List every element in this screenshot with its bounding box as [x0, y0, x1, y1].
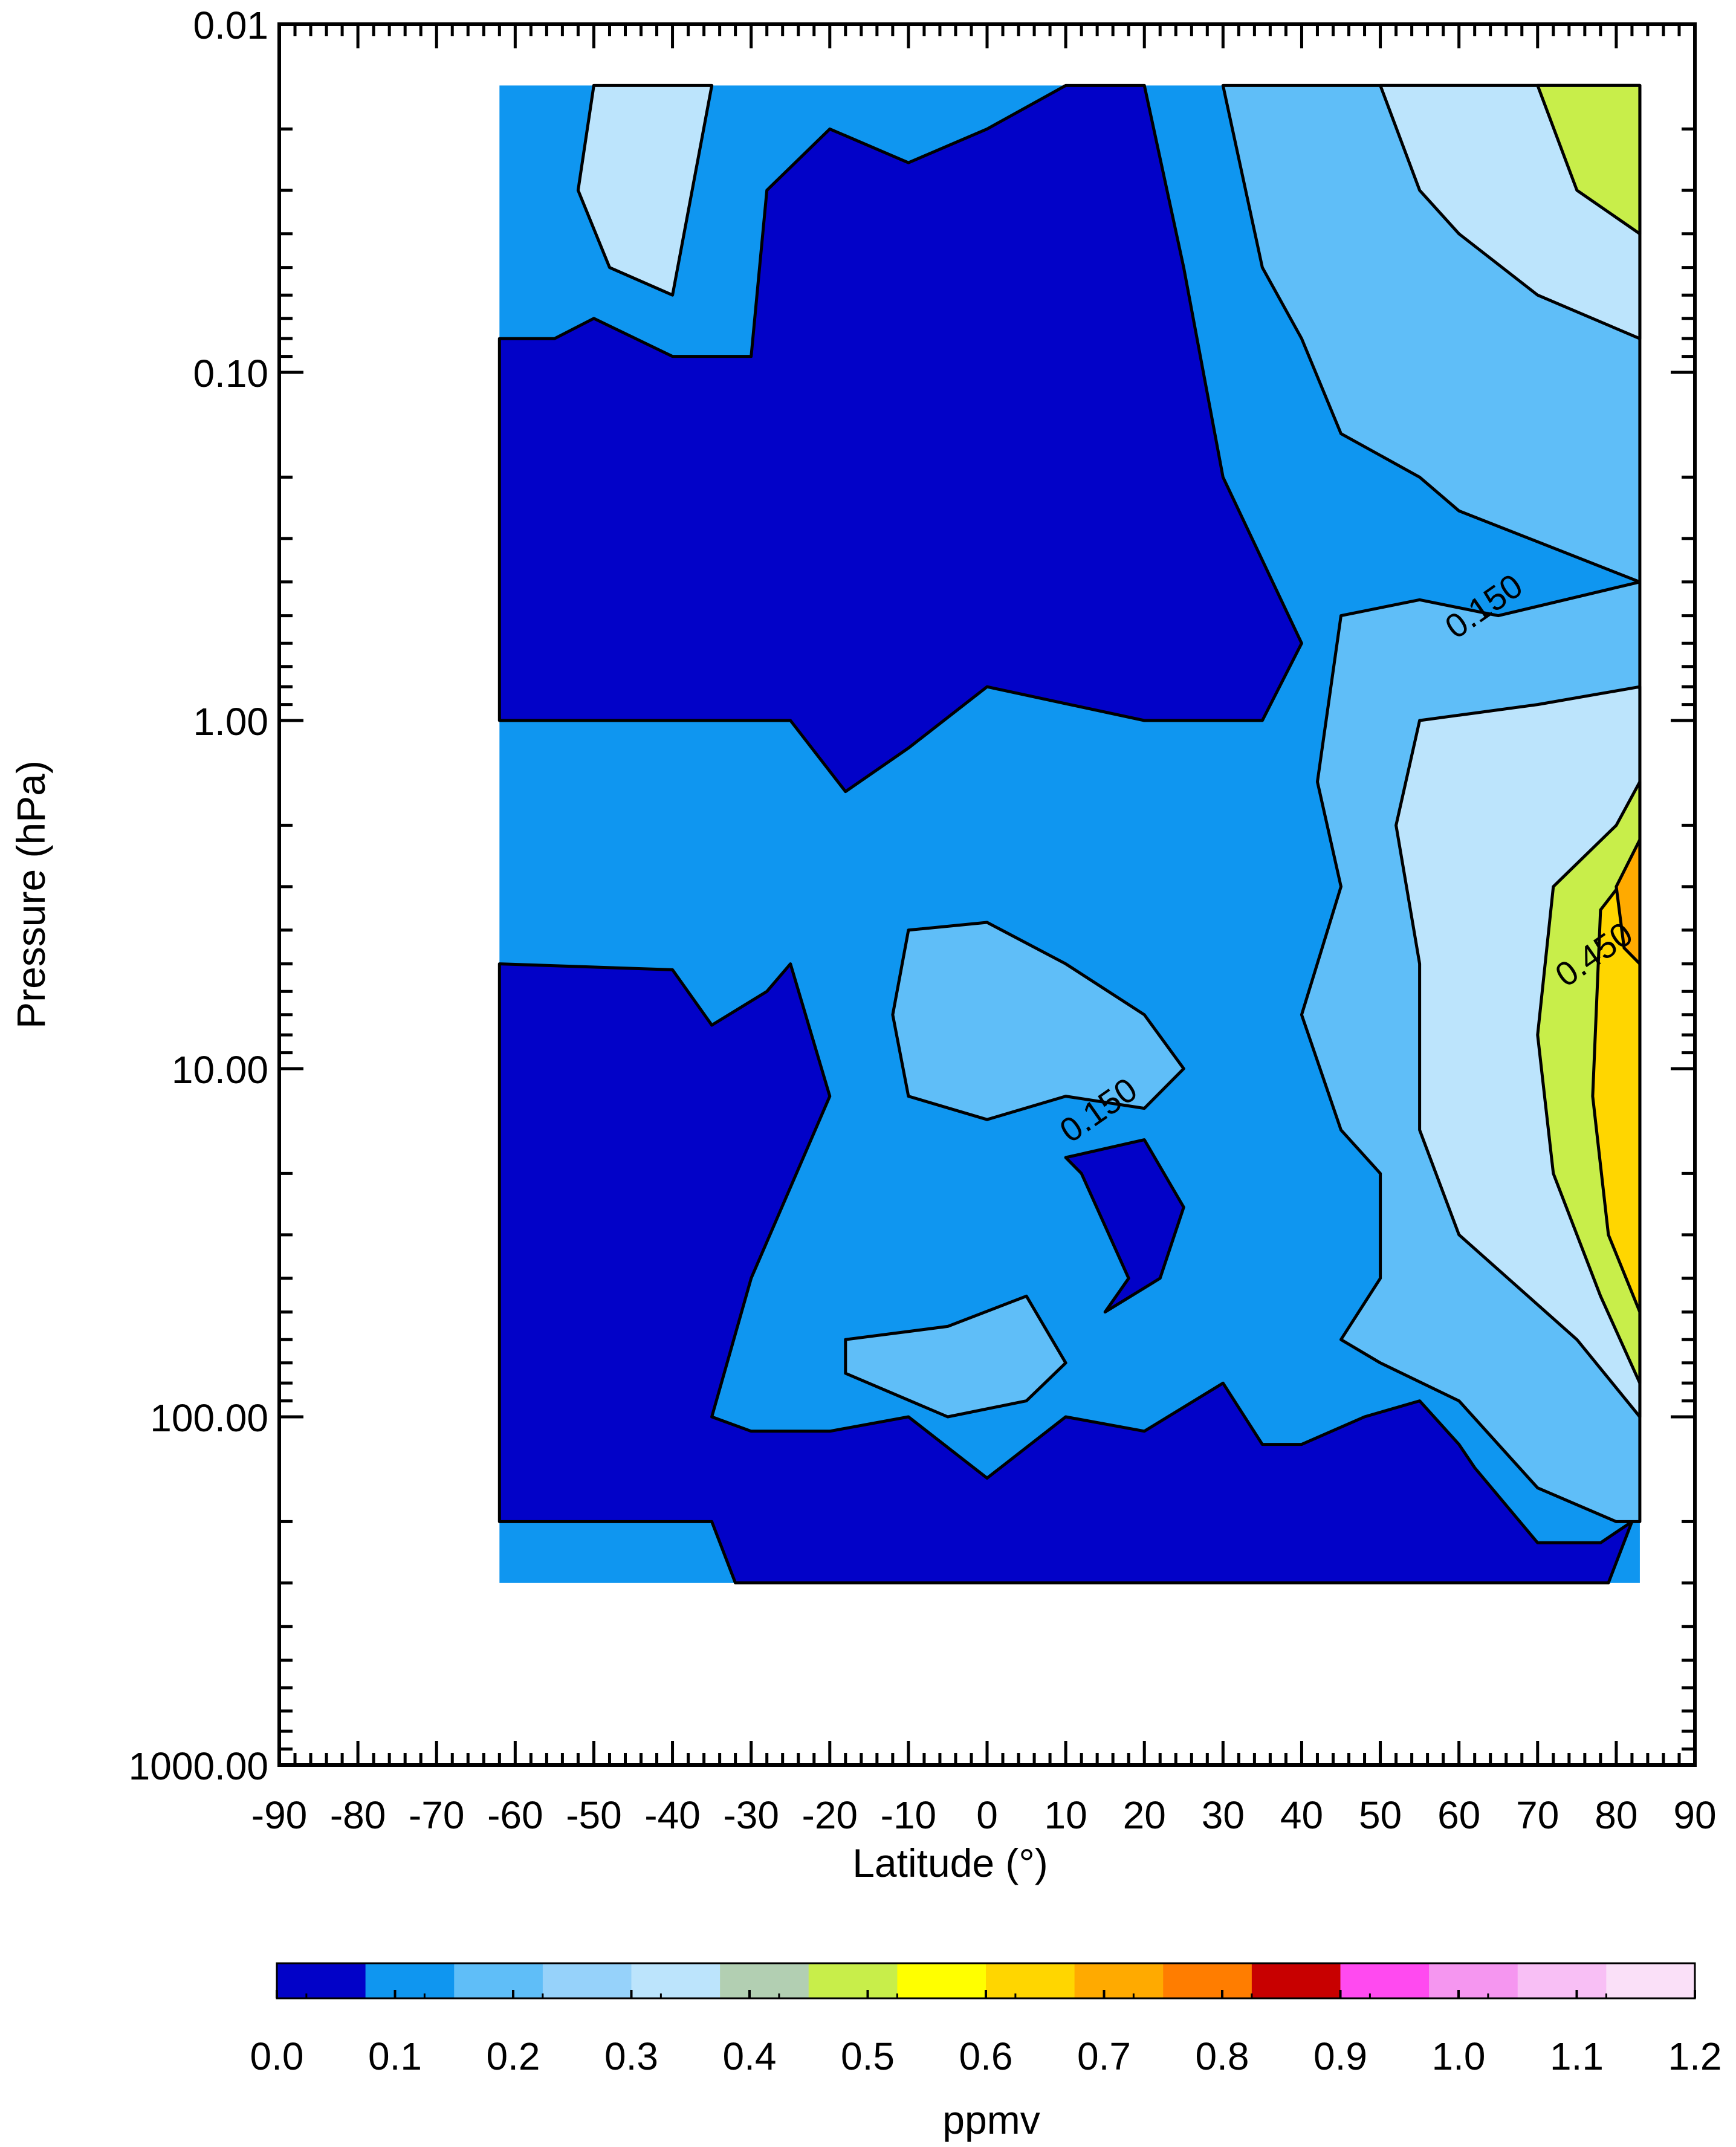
colorbar-swatch-12 [1340, 1963, 1430, 1998]
colorbar-swatch-5 [720, 1963, 809, 1998]
colorbar-swatch-10 [1163, 1963, 1252, 1998]
colorbar-tick-label: 0.6 [959, 2035, 1013, 2078]
colorbar-label: ppmv [942, 2097, 1040, 2142]
y-tick-label: 1000.00 [129, 1744, 268, 1788]
colorbar-tick-label: 1.2 [1668, 2035, 1722, 2078]
contour-region-2 [1064, 1138, 1185, 1314]
contour-region-0 [497, 83, 1303, 794]
y-tick-label: 100.00 [150, 1396, 268, 1440]
x-axis-ticks: -90 -80 -70 -60 -50 -40 -30 -20 -10 0 10 20 30 40 50 60… [251, 24, 1717, 1837]
x-tick-label: 80 [1595, 1793, 1637, 1837]
x-tick-label: -80 [330, 1793, 386, 1837]
colorbar-swatch-14 [1517, 1963, 1607, 1998]
colorbar-swatch-13 [1429, 1963, 1518, 1998]
contour-region-4 [891, 921, 1185, 1121]
x-tick-label: -40 [644, 1793, 701, 1837]
x-tick-label: -50 [566, 1793, 622, 1837]
x-tick-label: 30 [1202, 1793, 1245, 1837]
y-tick-label: 0.01 [193, 4, 268, 47]
x-tick-label: 50 [1359, 1793, 1402, 1837]
colorbar-swatch-6 [808, 1963, 898, 1998]
y-tick-label: 1.00 [193, 700, 268, 743]
colorbar-tick-label: 0.9 [1313, 2035, 1367, 2078]
colorbar-swatch-2 [454, 1963, 543, 1998]
colorbar-tick-label: 0.1 [368, 2035, 422, 2078]
contour-region-9 [576, 83, 714, 297]
colorbar-swatch-7 [897, 1963, 986, 1998]
x-tick-label: -30 [723, 1793, 779, 1837]
colorbar-swatch-1 [365, 1963, 455, 1998]
contour-region-13 [1615, 838, 1642, 966]
colorbar-swatch-9 [1074, 1963, 1164, 1998]
x-tick-label: 0 [976, 1793, 998, 1837]
x-tick-label: 90 [1673, 1793, 1716, 1837]
colorbar-swatch-8 [986, 1963, 1075, 1998]
x-tick-label: -90 [251, 1793, 308, 1837]
colorbar-tick-label: 1.1 [1550, 2035, 1604, 2078]
y-axis-label: Pressure (hPa) [8, 760, 53, 1029]
colorbar-tick-label: 0.0 [250, 2035, 304, 2078]
colorbar-tick-label: 0.3 [604, 2035, 658, 2078]
colorbar-swatch-3 [542, 1963, 632, 1998]
colorbar-swatch-11 [1251, 1963, 1341, 1998]
x-tick-label: -20 [802, 1793, 858, 1837]
y-axis-ticks: 0.01 0.10 1.00 10.00 100.00 1000.00 [129, 4, 1695, 1788]
x-tick-label: 40 [1280, 1793, 1323, 1837]
colorbar: 0.0 0.1 0.2 0.3 0.4 0.5 0.6 0.7 0.8 0.9 1.0 1.1 1.2 [250, 1962, 1722, 2078]
x-tick-label: -60 [487, 1793, 543, 1837]
contour-region-11 [1536, 83, 1642, 236]
contour-fill-layer [497, 83, 1642, 1585]
y-tick-label: 10.00 [172, 1048, 268, 1092]
x-tick-label: -10 [881, 1793, 937, 1837]
contour-region-1 [497, 962, 1634, 1585]
colorbar-tick-label: 0.4 [723, 2035, 777, 2078]
contour-region-5 [844, 1294, 1067, 1419]
x-tick-label: 70 [1516, 1793, 1559, 1837]
x-tick-label: 60 [1437, 1793, 1480, 1837]
colorbar-tick-label: 1.0 [1432, 2035, 1486, 2078]
x-tick-label: 20 [1123, 1793, 1166, 1837]
y-tick-label: 0.10 [193, 352, 268, 395]
colorbar-tick-label: 0.8 [1196, 2035, 1249, 2078]
colorbar-tick-label: 0.2 [487, 2035, 540, 2078]
colorbar-swatch-0 [277, 1963, 366, 1998]
colorbar-swatch-4 [631, 1963, 721, 1998]
x-tick-label: 10 [1045, 1793, 1087, 1837]
colorbar-swatch-15 [1606, 1963, 1696, 1998]
x-axis-label: Latitude (°) [852, 1841, 1048, 1885]
colorbar-tick-label: 0.7 [1077, 2035, 1131, 2078]
colorbar-tick-label: 0.5 [841, 2035, 895, 2078]
x-tick-label: -70 [409, 1793, 465, 1837]
